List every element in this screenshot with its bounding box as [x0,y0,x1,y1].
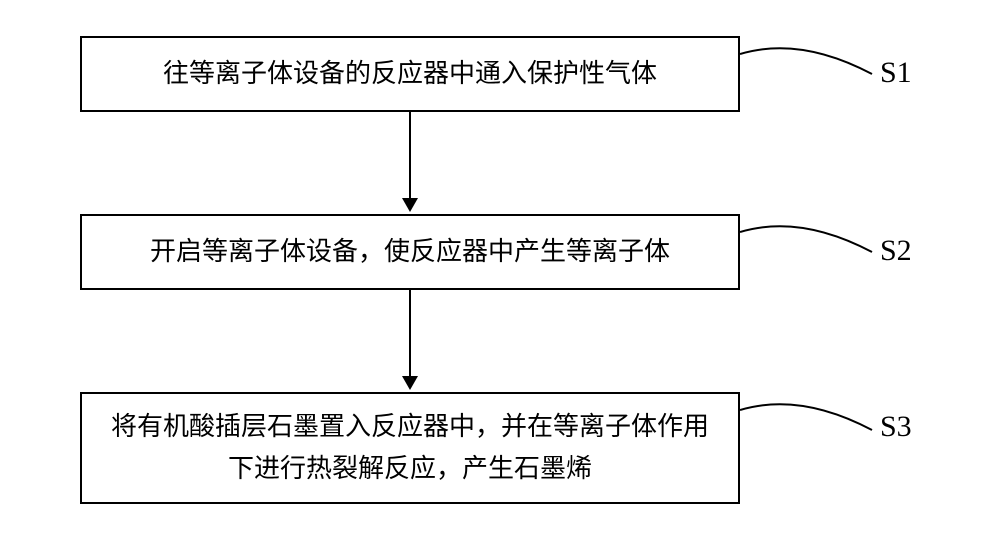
label-s3: S3 [880,410,912,444]
flow-step-s3: 将有机酸插层石墨置入反应器中，并在等离子体作用下进行热裂解反应，产生石墨烯 [80,392,740,504]
flow-step-s2: 开启等离子体设备，使反应器中产生等离子体 [80,214,740,290]
connector-s1-s2 [409,112,411,200]
flow-step-s3-text: 将有机酸插层石墨置入反应器中，并在等离子体作用下进行热裂解反应，产生石墨烯 [102,406,718,489]
flow-step-s1-text: 往等离子体设备的反应器中通入保护性气体 [163,53,657,95]
arrow-s2-s3 [402,376,418,390]
connector-s2-s3 [409,290,411,378]
callout-s1 [740,36,880,96]
callout-s2 [740,214,880,274]
flow-step-s1: 往等离子体设备的反应器中通入保护性气体 [80,36,740,112]
label-s1: S1 [880,56,912,90]
flow-step-s2-text: 开启等离子体设备，使反应器中产生等离子体 [150,231,670,273]
label-s2: S2 [880,234,912,268]
callout-s3 [740,392,880,452]
arrow-s1-s2 [402,198,418,212]
